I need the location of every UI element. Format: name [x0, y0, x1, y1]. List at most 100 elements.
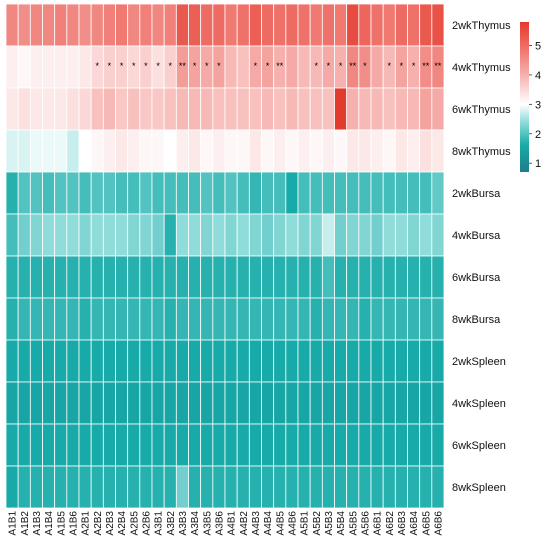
heatmap-cell: [188, 465, 202, 509]
heatmap-cell: [5, 213, 19, 257]
heatmap-cell: [358, 87, 372, 131]
heatmap-cell: [297, 45, 311, 89]
column-label: A2B2: [93, 511, 104, 536]
heatmap-cell: [212, 255, 226, 299]
heatmap-cell: [407, 3, 421, 47]
heatmap-cell: [261, 297, 275, 341]
column-label: A6B6: [433, 511, 444, 536]
heatmap-cell: [42, 213, 56, 257]
heatmap-cell: [273, 297, 287, 341]
column-label: A3B1: [154, 511, 165, 536]
heatmap-cell: [224, 129, 238, 173]
colorbar-tick-label: 1: [535, 158, 541, 170]
heatmap-cell: [5, 87, 19, 131]
heatmap-cell: [224, 87, 238, 131]
heatmap-cell: [151, 381, 165, 425]
column-label: A3B5: [202, 511, 213, 536]
heatmap-cell: [66, 465, 80, 509]
heatmap-cell: [54, 297, 68, 341]
heatmap-cell: [163, 87, 177, 131]
heatmap-cell: [200, 87, 214, 131]
significance-marker: **: [276, 61, 284, 71]
heatmap-cell: [334, 3, 348, 47]
significance-marker: *: [108, 61, 112, 71]
heatmap-cell: [394, 339, 408, 383]
heatmap-cell: [285, 255, 299, 299]
heatmap-cell: [419, 213, 433, 257]
column-label: A6B2: [385, 511, 396, 536]
column-label: A6B1: [373, 511, 384, 536]
heatmap-cell: [102, 3, 116, 47]
heatmap-cell: [346, 87, 360, 131]
heatmap-cell: [151, 255, 165, 299]
significance-marker: **: [422, 61, 430, 71]
heatmap-cell: [297, 87, 311, 131]
heatmap-cell: [151, 129, 165, 173]
heatmap-cell: [139, 213, 153, 257]
heatmap-cell: [273, 213, 287, 257]
heatmap-cell: [115, 129, 129, 173]
heatmap-cell: [236, 423, 250, 467]
heatmap-cell: [224, 255, 238, 299]
heatmap-cell: [370, 297, 384, 341]
heatmap-cell: [102, 465, 116, 509]
heatmap-cell: [163, 213, 177, 257]
heatmap-cell: [188, 339, 202, 383]
heatmap-cell: [394, 297, 408, 341]
heatmap-cell: [66, 87, 80, 131]
significance-marker: *: [314, 61, 318, 71]
heatmap-cell: [370, 129, 384, 173]
heatmap-cell: [273, 129, 287, 173]
heatmap-cell: [54, 87, 68, 131]
significance-marker: *: [193, 61, 197, 71]
heatmap-cell: [90, 87, 104, 131]
column-label: A1B4: [44, 511, 55, 536]
heatmap-cell: [29, 339, 43, 383]
heatmap-cell: [334, 465, 348, 509]
heatmap-cell: [261, 381, 275, 425]
heatmap-cell: [382, 171, 396, 215]
heatmap-cell: [188, 381, 202, 425]
heatmap-cell: [273, 465, 287, 509]
heatmap-cell: [127, 129, 141, 173]
heatmap-cell: [334, 381, 348, 425]
heatmap-cell: [358, 423, 372, 467]
heatmap-cell: [17, 129, 31, 173]
heatmap-cell: [90, 339, 104, 383]
heatmap-cell: [309, 87, 323, 131]
heatmap-cell: [139, 423, 153, 467]
heatmap-cell: [90, 381, 104, 425]
heatmap-cell: [29, 45, 43, 89]
heatmap-cell: [431, 129, 445, 173]
heatmap-cell: [334, 255, 348, 299]
heatmap-cell: [151, 171, 165, 215]
heatmap-cell: [321, 255, 335, 299]
significance-marker: *: [327, 61, 331, 71]
column-label: A3B2: [166, 511, 177, 536]
row-label: 8wkThymus: [452, 146, 511, 158]
heatmap-cell: [273, 339, 287, 383]
heatmap-cell: [346, 297, 360, 341]
heatmap-cell: [200, 171, 214, 215]
column-label: A1B3: [32, 511, 43, 536]
heatmap-cell: [102, 297, 116, 341]
heatmap-cell: [394, 87, 408, 131]
heatmap-cell: [66, 3, 80, 47]
heatmap-cell: [285, 171, 299, 215]
heatmap-cell: [346, 423, 360, 467]
heatmap-cell: [358, 255, 372, 299]
significance-marker: **: [179, 61, 187, 71]
heatmap-cell: [78, 3, 92, 47]
heatmap-cell: [309, 171, 323, 215]
heatmap-cell: [17, 423, 31, 467]
heatmap-cell: [42, 339, 56, 383]
heatmap-cell: [419, 423, 433, 467]
significance-marker: *: [254, 61, 258, 71]
heatmap-cell: [90, 297, 104, 341]
heatmap-cell: [407, 213, 421, 257]
heatmap-cell: [236, 339, 250, 383]
heatmap-cell: [224, 465, 238, 509]
heatmap-cell: [370, 339, 384, 383]
heatmap-cell: [78, 171, 92, 215]
